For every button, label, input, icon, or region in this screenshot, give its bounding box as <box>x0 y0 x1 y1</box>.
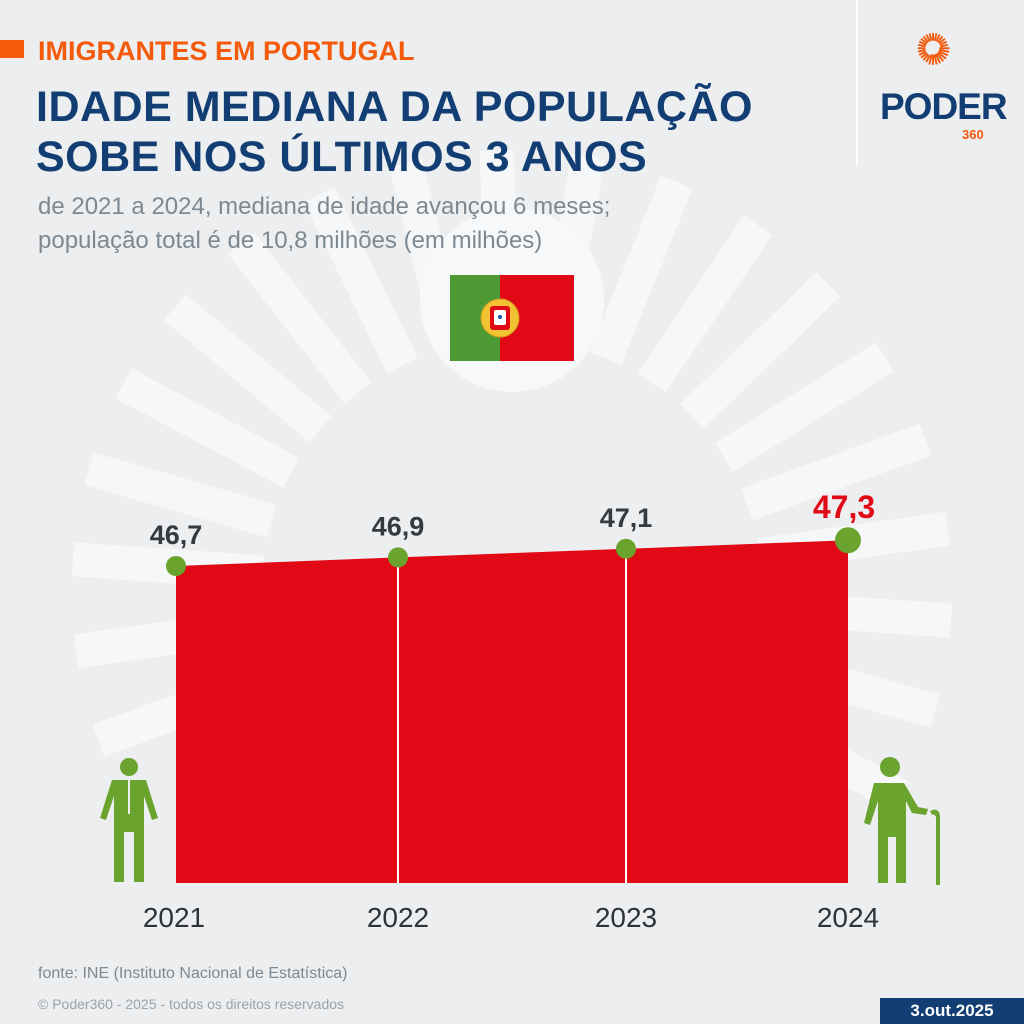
x-tick-label: 2023 <box>595 902 657 933</box>
data-label: 47,1 <box>600 503 653 533</box>
subtitle-line-2: população total é de 10,8 milhões (em mi… <box>38 227 543 254</box>
portugal-flag-icon <box>450 275 574 361</box>
date-badge: 3.out.2025 <box>880 998 1024 1024</box>
title-line-2: SOBE NOS ÚLTIMOS 3 ANOS <box>36 133 648 181</box>
kicker-tag <box>0 40 24 58</box>
adult-man-icon <box>100 758 158 882</box>
page-title: IDADE MEDIANA DA POPULAÇÃO SOBE NOS ÚLTI… <box>36 82 753 182</box>
copyright: © Poder360 - 2025 - todos os direitos re… <box>38 996 345 1012</box>
source-note: fonte: INE (Instituto Nacional de Estatí… <box>38 965 348 982</box>
title-line-1: IDADE MEDIANA DA POPULAÇÃO <box>36 83 753 131</box>
elderly-man-with-cane-icon <box>864 757 940 885</box>
data-point <box>616 538 636 559</box>
kicker: IMIGRANTES EM PORTUGAL <box>38 36 415 66</box>
subtitle-line-1: de 2021 a 2024, mediana de idade avançou… <box>38 193 611 220</box>
data-label: 46,7 <box>150 520 203 550</box>
data-point <box>166 556 186 576</box>
data-label: 47,3 <box>813 489 875 525</box>
data-point <box>835 527 861 554</box>
data-point <box>388 547 408 568</box>
logo-text: PODER <box>880 86 1008 127</box>
x-tick-label: 2024 <box>817 902 879 933</box>
area-series <box>176 540 848 883</box>
x-tick-label: 2022 <box>367 902 429 933</box>
data-label: 46,9 <box>372 511 425 541</box>
divider <box>856 0 858 165</box>
subtitle: de 2021 a 2024, mediana de idade avançou… <box>38 190 610 258</box>
poder360-sun-logo-icon <box>917 33 950 65</box>
x-tick-label: 2021 <box>143 902 205 933</box>
logo-suffix: 360 <box>962 127 984 142</box>
